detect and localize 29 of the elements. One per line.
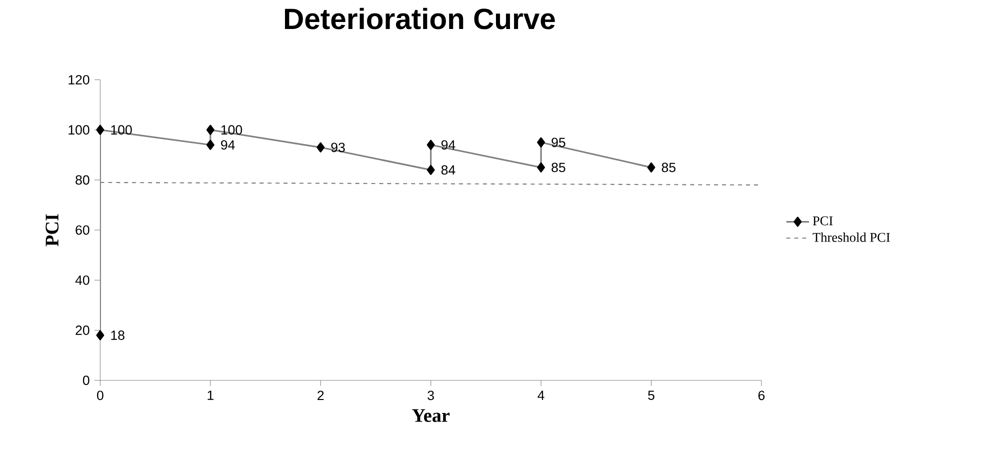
data-label: 18 bbox=[111, 330, 124, 340]
x-tick-label: 2 bbox=[318, 390, 324, 400]
x-tick-label: 5 bbox=[648, 390, 654, 400]
x-tick-label: 0 bbox=[97, 390, 104, 400]
x-tick-label: 4 bbox=[538, 390, 544, 400]
x-tick-label: 1 bbox=[208, 390, 214, 400]
chart-title: Deterioration Curve bbox=[284, 8, 555, 30]
data-label: 94 bbox=[221, 140, 235, 150]
y-axis-title: PCI bbox=[46, 214, 59, 246]
data-label: 100 bbox=[111, 124, 132, 134]
x-tick-label: 6 bbox=[758, 390, 765, 400]
x-tick-label: 3 bbox=[428, 390, 434, 400]
data-label: 95 bbox=[552, 138, 566, 147]
data-label: 93 bbox=[331, 142, 345, 152]
y-tick-label: 120 bbox=[68, 74, 90, 84]
y-tick-label: 80 bbox=[76, 175, 90, 184]
legend-label: Threshold PCI bbox=[812, 232, 890, 242]
data-label: 84 bbox=[441, 165, 456, 174]
y-tick-label: 40 bbox=[75, 275, 90, 285]
data-label: 100 bbox=[221, 124, 242, 134]
y-tick-label: 60 bbox=[76, 225, 90, 235]
legend-label: PCI bbox=[812, 216, 833, 226]
y-tick-label: 0 bbox=[82, 375, 90, 385]
y-tick-label: 20 bbox=[76, 325, 90, 335]
data-label: 85 bbox=[552, 162, 566, 172]
data-label: 85 bbox=[662, 162, 676, 172]
data-label: 94 bbox=[441, 140, 456, 150]
x-axis-title: Year bbox=[412, 409, 450, 422]
y-tick-label: 100 bbox=[68, 124, 90, 134]
